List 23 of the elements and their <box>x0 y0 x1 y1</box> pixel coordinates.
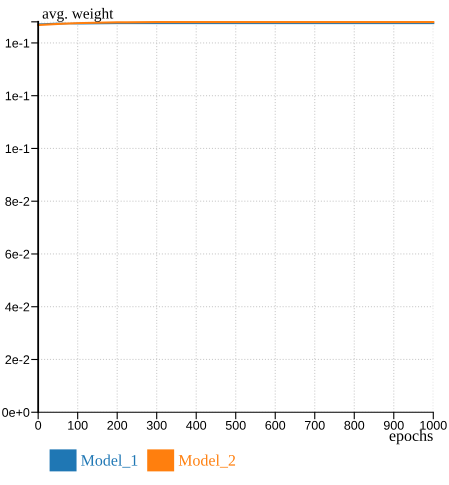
y-tick-label: 1e-1 <box>6 144 30 154</box>
x-tick-label: 900 <box>384 420 404 430</box>
y-tick-label: 0e+0 <box>2 408 30 417</box>
y-tick-label: 6e-2 <box>5 250 30 259</box>
x-tick-label: 100 <box>68 420 88 430</box>
y-tick-label: 8e-2 <box>5 197 30 206</box>
y-axis-title: avg. weight <box>42 8 114 22</box>
y-tick-label: 4e-2 <box>5 302 30 312</box>
x-tick-label: 200 <box>107 420 128 430</box>
y-tick-label: 1e-1 <box>6 92 30 100</box>
x-tick-label: 600 <box>265 420 286 430</box>
legend-label: Model_1 <box>81 454 138 468</box>
y-tick-label: 2e-2 <box>5 355 30 364</box>
x-tick-label: 700 <box>304 420 325 430</box>
x-axis-title: epochs <box>390 430 433 444</box>
y-tick-label: 1e-1 <box>6 38 30 48</box>
x-tick-label: 1000 <box>420 420 447 430</box>
x-tick-label: 800 <box>344 420 364 430</box>
x-tick-label: 500 <box>226 420 246 430</box>
x-tick-label: 0 <box>35 420 42 430</box>
x-tick-label: 400 <box>186 420 206 430</box>
legend-label: Model_2 <box>178 454 236 468</box>
x-tick-label: 300 <box>146 420 167 430</box>
